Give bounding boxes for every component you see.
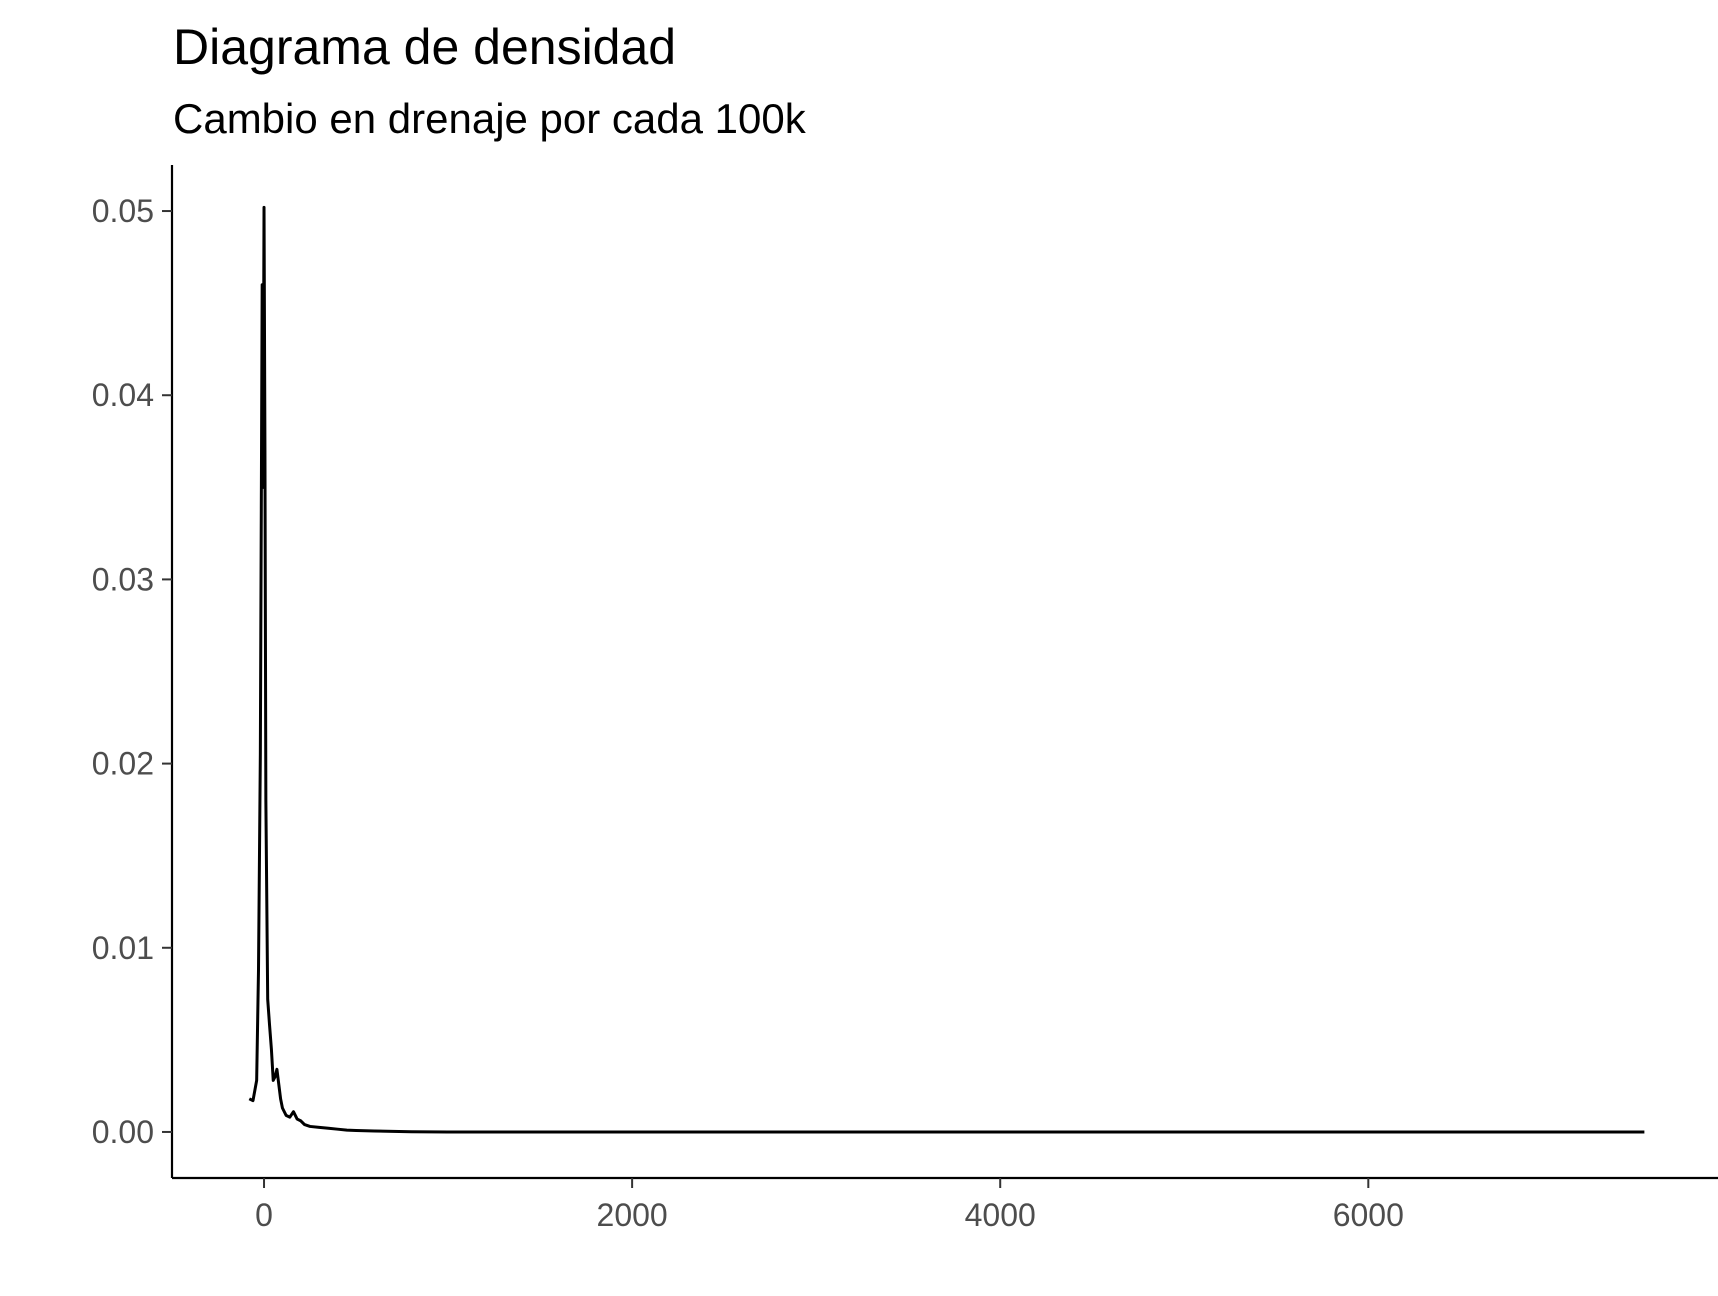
y-tick-label: 0.02 bbox=[92, 746, 154, 782]
chart-subtitle: Cambio en drenaje por cada 100k bbox=[173, 95, 807, 142]
x-tick-label: 4000 bbox=[965, 1197, 1036, 1233]
x-tick-label: 6000 bbox=[1333, 1197, 1404, 1233]
x-tick-label: 2000 bbox=[597, 1197, 668, 1233]
y-tick-label: 0.03 bbox=[92, 561, 154, 597]
chart-title: Diagrama de densidad bbox=[173, 19, 676, 75]
plot-area bbox=[248, 205, 1645, 1134]
density-line bbox=[248, 205, 1645, 1134]
y-axis: 0.00 0.01 0.02 0.03 0.04 0.05 bbox=[92, 165, 174, 1178]
y-tick-label: 0.04 bbox=[92, 377, 154, 413]
y-tick-label: 0.00 bbox=[92, 1114, 154, 1150]
y-tick-label: 0.01 bbox=[92, 930, 154, 966]
y-tick-label: 0.05 bbox=[92, 193, 154, 229]
x-tick-label: 0 bbox=[255, 1197, 273, 1233]
x-axis: 0 2000 4000 6000 bbox=[172, 1176, 1718, 1233]
